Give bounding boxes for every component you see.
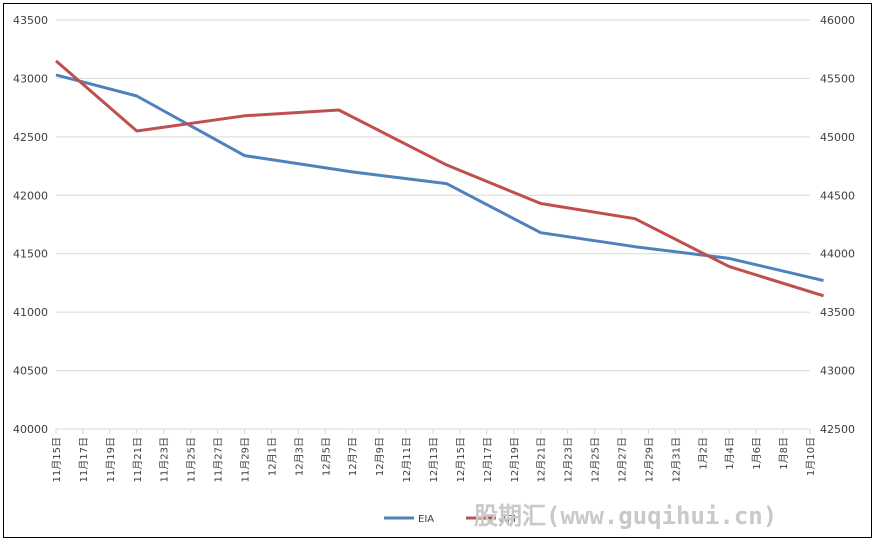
left-tick-label: 40000 (13, 423, 48, 436)
x-tick-label: 12月5日 (320, 437, 332, 476)
legend-label-eia: EIA (418, 514, 434, 525)
x-tick-label: 12月25日 (590, 437, 602, 482)
left-tick-label: 42500 (13, 131, 48, 144)
x-tick-label: 12月13日 (428, 437, 440, 482)
x-tick-label: 1月8日 (778, 437, 790, 470)
left-y-axis: 40000 40500 41000 41500 42000 42500 43000 43500 (13, 14, 48, 436)
x-tick-label: 1月2日 (697, 437, 709, 470)
x-tick-label: 11月15日 (51, 437, 63, 482)
left-tick-label: 40500 (13, 365, 48, 378)
x-tick-label: 12月3日 (293, 437, 305, 476)
right-tick-label: 43000 (820, 365, 855, 378)
x-tick-label: 11月21日 (132, 437, 144, 482)
x-tick-label: 12月7日 (347, 437, 359, 476)
left-tick-label: 41500 (13, 248, 48, 261)
right-tick-label: 45000 (820, 131, 855, 144)
left-tick-label: 42000 (13, 189, 48, 202)
x-tick-label: 12月29日 (643, 437, 655, 482)
chart-frame: 40000 40500 41000 41500 42000 42500 43000 43500… (3, 3, 872, 538)
right-y-axis: 42500 43000 43500 44000 44500 45000 45500 46000 (820, 14, 855, 436)
x-tick-label: 11月27日 (213, 437, 225, 482)
left-tick-label: 43000 (13, 72, 48, 85)
watermark: 股期汇(www.guqihui.cn) (474, 502, 777, 530)
left-tick-label: 41000 (13, 306, 48, 319)
x-tick-label: 12月21日 (536, 437, 548, 482)
x-tick-label: 12月11日 (401, 437, 413, 482)
x-tick-label: 12月31日 (670, 437, 682, 482)
x-tick-label: 12月15日 (455, 437, 467, 482)
x-tick-label: 1月10日 (805, 437, 817, 476)
x-tick-label: 12月9日 (374, 437, 386, 476)
x-tick-label: 11月19日 (105, 437, 117, 482)
x-tick-label: 1月4日 (724, 437, 736, 470)
x-tick-label: 12月19日 (509, 437, 521, 482)
x-tick-label: 11月25日 (186, 437, 198, 482)
x-tick-label: 12月17日 (482, 437, 494, 482)
series-line-eia (55, 73, 824, 283)
series-line-api (55, 59, 824, 298)
legend-label-api: API (500, 514, 516, 525)
line-chart: 40000 40500 41000 41500 42000 42500 43000 43500… (13, 14, 855, 530)
x-axis: 11月15日 11月17日 11月19日 11月21日 11月23日 11月25日 11月2… (51, 428, 817, 482)
x-tick-label: 12月1日 (266, 437, 278, 476)
right-tick-label: 44000 (820, 248, 855, 261)
right-tick-label: 44500 (820, 189, 855, 202)
right-tick-label: 45500 (820, 72, 855, 85)
right-tick-label: 42500 (820, 423, 855, 436)
right-tick-label: 43500 (820, 306, 855, 319)
x-tick-label: 11月29日 (240, 437, 252, 482)
legend: EIA API (384, 514, 516, 525)
x-tick-label: 1月6日 (751, 437, 763, 470)
gridlines (56, 19, 810, 430)
x-tick-label: 12月23日 (563, 437, 575, 482)
right-tick-label: 46000 (820, 14, 855, 27)
x-tick-label: 11月17日 (78, 437, 90, 482)
series-lines (55, 59, 824, 298)
left-tick-label: 43500 (13, 14, 48, 27)
x-tick-label: 12月27日 (617, 437, 629, 482)
x-tick-label: 11月23日 (159, 437, 171, 482)
